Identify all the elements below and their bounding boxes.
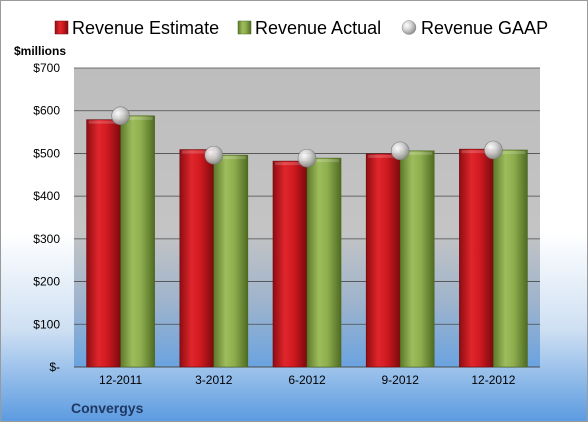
y-axis-ticks: $- $100 $200 $300 $400 $500 $600 $700: [33, 61, 60, 374]
x-axis-ticks: 12-2011 3-2012 6-2012 9-2012 12-2012: [99, 373, 516, 387]
bar-highlight: [368, 154, 399, 158]
bar-highlight: [122, 116, 153, 120]
y-tick-label: $400: [33, 189, 60, 203]
unit-label: $millions: [14, 44, 66, 58]
legend-item-gaap: Revenue GAAP: [401, 18, 548, 38]
x-tick-label: 9-2012: [382, 373, 420, 387]
bar-estimate: [272, 160, 308, 368]
y-tick-label: $100: [33, 317, 60, 331]
bar-estimate: [179, 149, 215, 368]
y-tick-label: $-: [49, 360, 60, 374]
y-tick-label: $300: [33, 232, 60, 246]
gaap-marker: [484, 140, 503, 160]
bar-actual: [120, 115, 155, 368]
bar-highlight: [181, 150, 212, 154]
bar-highlight: [215, 156, 246, 160]
company-label: Convergys: [71, 400, 144, 416]
legend: Revenue Estimate Revenue Actual Revenue …: [54, 18, 548, 38]
gaap-markers: [111, 106, 503, 168]
legend-label-estimate: Revenue Estimate: [72, 18, 219, 38]
bar-highlight: [275, 162, 305, 166]
legend-swatch-gaap: [401, 20, 417, 35]
bar-estimate: [86, 119, 121, 368]
legend-label-gaap: Revenue GAAP: [421, 18, 548, 38]
bar-highlight: [309, 159, 339, 163]
legend-swatch-actual: [237, 20, 252, 35]
legend-swatch-estimate: [54, 20, 69, 35]
legend-item-actual: Revenue Actual: [237, 18, 381, 38]
bar-highlight: [88, 120, 119, 124]
bar-highlight: [402, 151, 433, 155]
x-tick-label: 3-2012: [195, 373, 233, 387]
x-tick-label: 6-2012: [288, 373, 326, 387]
gaap-marker: [204, 145, 224, 165]
x-tick-label: 12-2012: [471, 373, 515, 387]
y-tick-label: $200: [33, 275, 60, 289]
x-tick-label: 12-2011: [99, 373, 142, 387]
bar-actual: [493, 149, 528, 368]
bar-actual: [306, 157, 342, 368]
y-tick-label: $700: [33, 61, 60, 75]
gaap-marker: [390, 141, 410, 161]
bar-highlight: [495, 151, 526, 155]
bar-estimate: [459, 148, 494, 368]
bar-estimate: [365, 153, 401, 368]
bar-highlight: [461, 150, 492, 154]
bar-actual: [399, 150, 435, 368]
y-tick-label: $600: [33, 104, 60, 118]
legend-item-estimate: Revenue Estimate: [54, 18, 219, 38]
bar-actual: [213, 154, 249, 368]
gaap-marker: [297, 148, 317, 168]
y-tick-label: $500: [33, 146, 60, 160]
gaap-marker: [111, 106, 130, 126]
bars: [86, 115, 528, 368]
legend-label-actual: Revenue Actual: [255, 18, 381, 38]
